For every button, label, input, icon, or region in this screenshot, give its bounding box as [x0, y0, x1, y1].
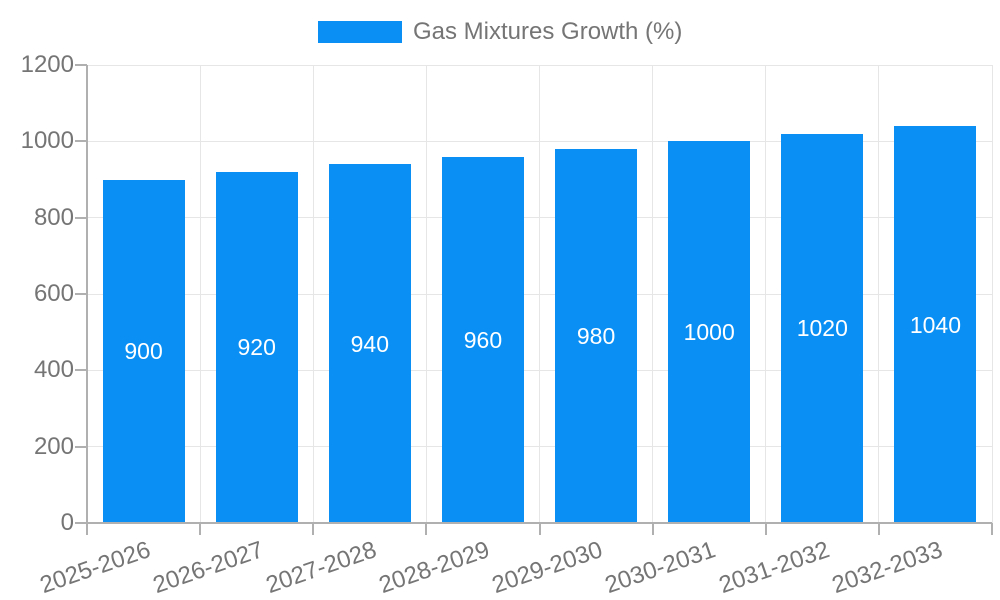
- x-gridline: [765, 65, 767, 523]
- y-tick: [75, 369, 87, 372]
- bar: 960: [441, 156, 524, 523]
- bar: 1040: [894, 126, 977, 523]
- y-axis-tick-label: 600: [33, 280, 74, 307]
- x-tick: [538, 523, 541, 535]
- y-tick: [75, 140, 87, 143]
- x-axis-tick-label: 2031-2032: [715, 536, 833, 600]
- y-tick: [75, 445, 87, 448]
- bar-value-label: 920: [237, 334, 276, 361]
- bar: 900: [102, 179, 185, 523]
- x-gridline: [199, 65, 201, 523]
- x-axis-tick-label: 2032-2033: [828, 536, 946, 600]
- x-axis-line: [87, 522, 992, 524]
- x-gridline: [991, 65, 993, 523]
- bar-value-label: 940: [350, 330, 389, 357]
- y-axis-tick-label: 0: [60, 509, 74, 536]
- bar-value-label: 1000: [683, 319, 735, 346]
- y-tick: [75, 293, 87, 295]
- y-axis-tick-label: 200: [33, 432, 74, 460]
- bar-value-label: 1040: [909, 311, 962, 338]
- y-tick: [75, 522, 87, 524]
- bar: 1020: [781, 133, 864, 523]
- x-axis-tick-label: 2026-2027: [149, 536, 267, 600]
- x-gridline: [652, 65, 654, 523]
- x-tick: [312, 523, 315, 535]
- y-tick: [75, 64, 87, 66]
- x-tick: [877, 523, 880, 535]
- bar-value-label: 1020: [796, 315, 848, 342]
- x-tick: [86, 523, 88, 535]
- legend[interactable]: Gas Mixtures Growth (%): [318, 18, 682, 46]
- bar-value-label: 980: [576, 322, 616, 349]
- x-axis-tick-label: 2028-2029: [375, 536, 494, 600]
- x-axis-tick-label: 2025-2026: [36, 536, 154, 600]
- y-axis-tick-label: 1000: [20, 127, 74, 155]
- x-axis-tick-label: 2027-2028: [262, 536, 380, 600]
- x-tick: [199, 523, 202, 535]
- x-tick: [991, 523, 993, 535]
- legend-label: Gas Mixtures Growth (%): [413, 18, 683, 45]
- bar: 920: [215, 171, 298, 523]
- y-axis-line: [86, 65, 88, 523]
- x-gridline: [878, 65, 880, 523]
- bar: 940: [328, 164, 411, 523]
- x-gridline: [312, 65, 314, 523]
- y-axis-tick-label: 1200: [20, 51, 74, 78]
- legend-swatch: [318, 21, 402, 43]
- x-axis-tick-label: 2030-2031: [602, 536, 720, 600]
- bar-value-label: 900: [124, 338, 163, 365]
- y-tick: [75, 216, 87, 219]
- bar: 1000: [668, 141, 751, 523]
- y-axis-tick-label: 400: [33, 356, 74, 384]
- x-tick: [651, 523, 654, 535]
- x-tick: [764, 523, 767, 535]
- bar: 980: [555, 148, 638, 523]
- x-axis-tick-label: 2029-2030: [488, 536, 607, 600]
- y-axis-tick-label: 800: [33, 203, 74, 231]
- x-gridline: [425, 65, 427, 523]
- x-tick: [425, 523, 428, 535]
- x-gridline: [539, 65, 540, 523]
- bar-value-label: 960: [463, 326, 503, 353]
